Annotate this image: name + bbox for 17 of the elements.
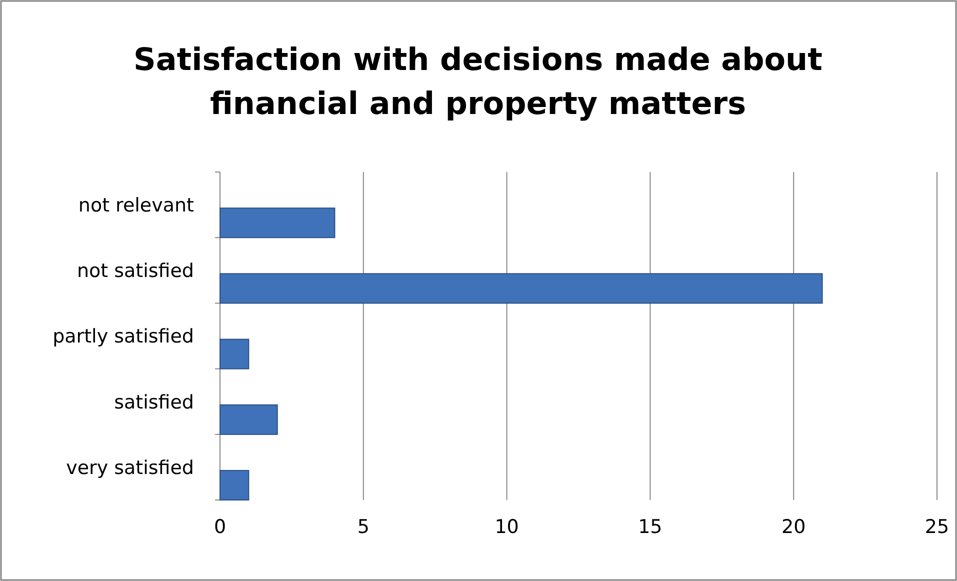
bar	[220, 338, 250, 370]
bar	[220, 470, 250, 500]
x-tick-label: 10	[494, 516, 519, 538]
x-tick-label: 25	[924, 516, 950, 538]
bar	[220, 208, 336, 238]
x-tick-label: 0	[214, 516, 226, 538]
y-tick-label: satisfied	[114, 391, 194, 414]
chart-title: Satisfaction with decisions made about financial and property matters	[134, 42, 823, 122]
x-tick-label: 20	[782, 516, 806, 538]
y-tick-label: partly satisfied	[52, 326, 194, 348]
bar	[220, 273, 823, 304]
x-tick-label: 15	[638, 516, 662, 538]
x-tick-label: 5	[357, 516, 370, 538]
y-tick-label: not relevant	[78, 194, 194, 216]
bar	[220, 404, 278, 435]
y-tick-label: very satisfied	[66, 456, 194, 479]
y-tick-label: not satisfied	[76, 260, 194, 282]
